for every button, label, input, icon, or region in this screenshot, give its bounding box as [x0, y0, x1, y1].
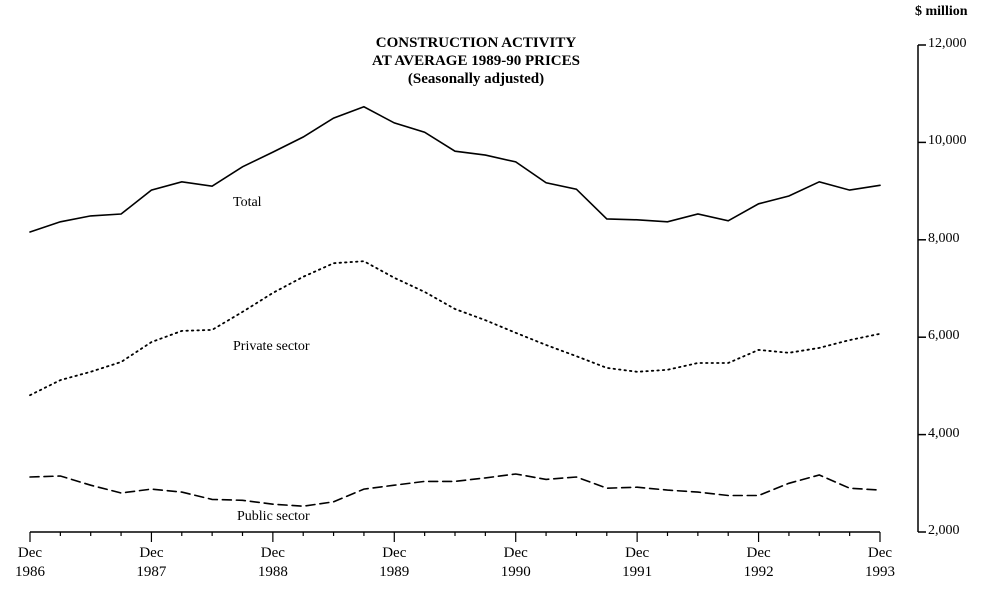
x-tick-label: Dec 1986 [15, 545, 45, 580]
y-tick-label: 4,000 [928, 425, 960, 441]
series-line [29, 473, 881, 508]
chart-subtitle: (Seasonally adjusted) [407, 71, 545, 87]
chart-title: AT AVERAGE 1989-90 PRICES [372, 53, 580, 69]
x-tick-label: Dec 1991 [622, 545, 653, 580]
y-tick-label: 10,000 [928, 133, 967, 149]
series-line [29, 105, 881, 233]
y-tick-label: 12,000 [928, 36, 967, 51]
y-tick-label: 6,000 [928, 328, 960, 344]
x-tick-label: Dec 1988 [257, 545, 288, 580]
series-label: Private sector [233, 339, 310, 354]
chart-title: CONSTRUCTION ACTIVITY [375, 35, 577, 51]
x-tick-label: Dec 1990 [500, 545, 531, 580]
x-tick-label: Dec 1989 [379, 545, 410, 580]
x-tick-label: Dec 1992 [743, 545, 774, 580]
y-tick-label: 2,000 [928, 523, 960, 538]
x-tick-label: Dec 1993 [865, 545, 895, 580]
series-label: Total [233, 195, 262, 210]
series-label: Public sector [237, 509, 310, 524]
x-tick-label: Dec 1987 [136, 545, 167, 580]
series-line [29, 260, 881, 397]
y-tick-label: 8,000 [928, 230, 960, 246]
y-axis-label: $ million [915, 4, 968, 19]
